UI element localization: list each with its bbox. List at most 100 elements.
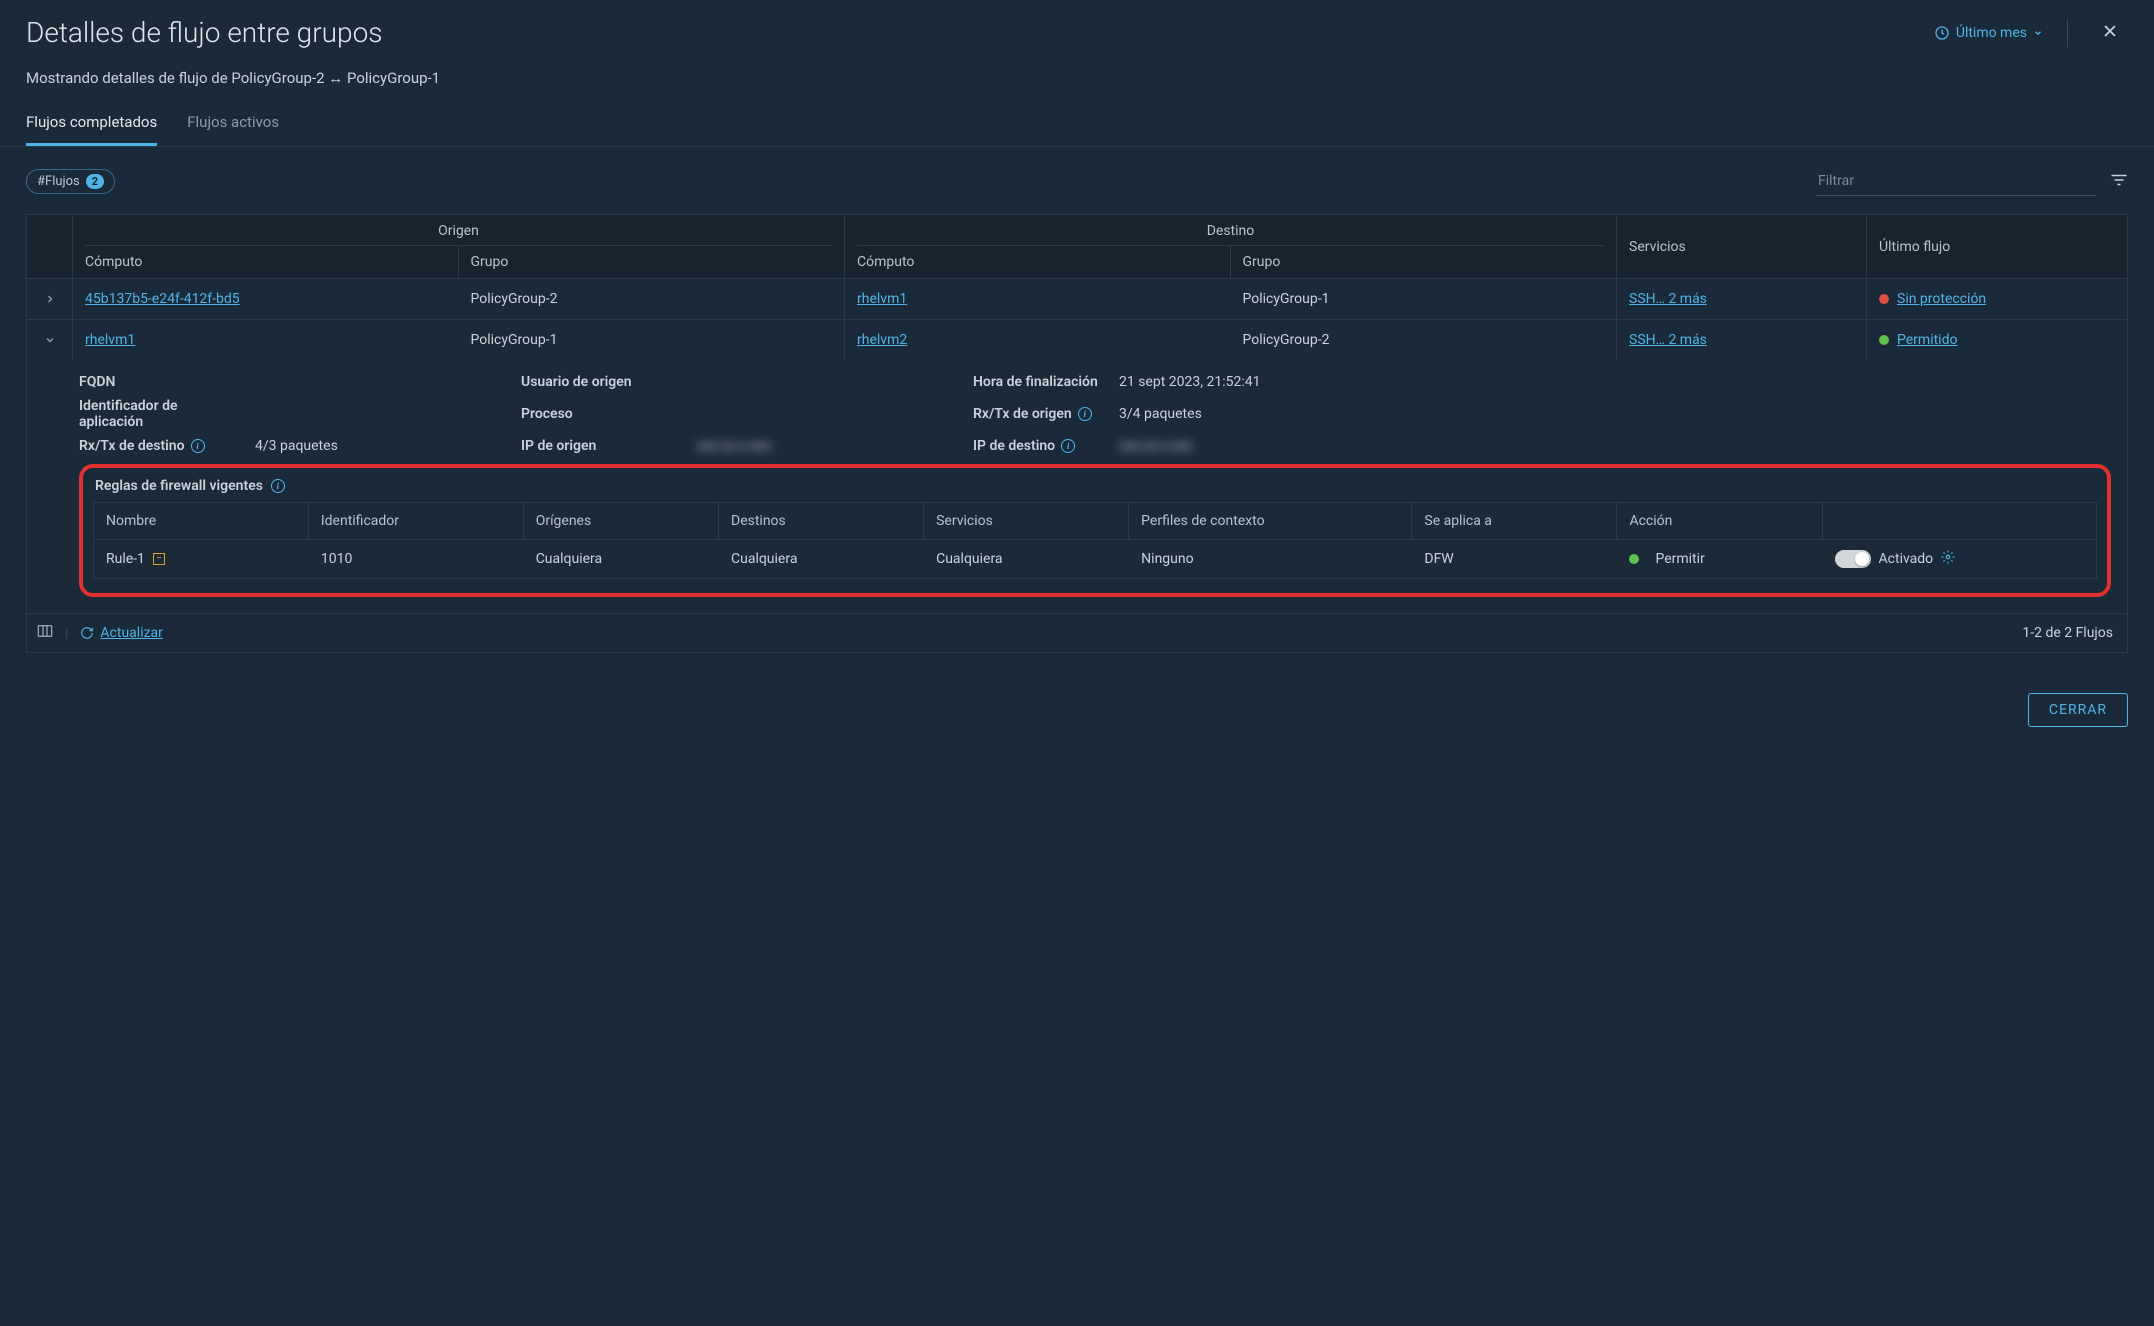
tab-completed[interactable]: Flujos completados — [26, 103, 157, 146]
tabs: Flujos completados Flujos activos — [0, 103, 2154, 147]
bottom-bar: CERRAR — [0, 653, 2154, 751]
origen-computo-link[interactable]: rhelvm1 — [85, 332, 135, 348]
chevron-down-icon — [44, 334, 56, 346]
info-icon[interactable]: i — [1078, 407, 1092, 421]
fw-rule-name: Rule-1 — [106, 551, 145, 567]
firewall-rule-row: Rule-1 − 1010 Cualquiera Cualquiera Cual… — [94, 539, 2096, 578]
filter-bar: #Flujos 2 — [0, 147, 2154, 214]
fw-th-id: Identificador — [309, 503, 524, 539]
value-hora-fin: 21 sept 2023, 21:52:41 — [1119, 374, 2111, 390]
fw-toggle-cell: Activado — [1823, 540, 2096, 578]
fw-origenes: Cualquiera — [524, 540, 719, 578]
close-button-bottom[interactable]: CERRAR — [2028, 693, 2128, 727]
fw-th-perfiles: Perfiles de contexto — [1129, 503, 1412, 539]
td-status: Sin protección — [1867, 279, 2127, 319]
value-ip-origen: xxx.xx.x.xxx — [697, 438, 957, 454]
refresh-link[interactable]: Actualizar — [80, 625, 163, 641]
fw-th-accion: Acción — [1617, 503, 1822, 539]
fw-accion-label: Permitir — [1655, 551, 1704, 567]
status-dot — [1629, 554, 1639, 564]
servicios-link[interactable]: SSH… 2 más — [1629, 332, 1707, 348]
expand-toggle[interactable] — [27, 279, 73, 319]
status-dot — [1879, 294, 1889, 304]
time-range-selector[interactable]: Último mes — [1934, 25, 2043, 41]
firewall-title: Reglas de firewall vigentes i — [93, 476, 2097, 502]
label-usuario-origen: Usuario de origen — [521, 374, 681, 390]
th-destino-grupo: Grupo — [1231, 246, 1617, 278]
table-header: Origen Cómputo Grupo Destino Cómputo Gru… — [27, 215, 2127, 278]
label-fqdn: FQDN — [79, 374, 239, 390]
td-destino: rhelvm1 PolicyGroup-1 — [845, 279, 1617, 319]
origen-grupo: PolicyGroup-2 — [459, 279, 845, 319]
td-servicios: SSH… 2 más — [1617, 320, 1867, 360]
table-footer: | Actualizar 1-2 de 2 Flujos — [27, 613, 2127, 652]
td-origen: 45b137b5-e24f-412f-bd5 PolicyGroup-2 — [73, 279, 845, 319]
expand-toggle[interactable] — [27, 320, 73, 360]
destino-computo-link[interactable]: rhelvm1 — [857, 291, 907, 307]
close-button[interactable] — [2092, 21, 2128, 45]
origen-computo-link[interactable]: 45b137b5-e24f-412f-bd5 — [85, 291, 240, 307]
firewall-table: Nombre Identificador Orígenes Destinos S… — [93, 502, 2097, 579]
destino-grupo: PolicyGroup-2 — [1231, 320, 1617, 360]
filter-input[interactable] — [1816, 167, 2096, 196]
chip-label: #Flujos — [37, 174, 80, 189]
page-title: Detalles de flujo entre grupos — [26, 16, 382, 49]
refresh-label: Actualizar — [100, 625, 163, 641]
td-destino: rhelvm2 PolicyGroup-2 — [845, 320, 1617, 360]
th-origen: Origen — [73, 215, 844, 245]
chevron-right-icon — [44, 293, 56, 305]
header-actions: Último mes — [1934, 19, 2128, 47]
label-ip-destino: IP de destinoi — [973, 438, 1103, 454]
filter-chip[interactable]: #Flujos 2 — [26, 169, 115, 194]
th-origen-group: Origen Cómputo Grupo — [73, 215, 845, 278]
fw-th-destinos: Destinos — [719, 503, 924, 539]
gear-icon[interactable] — [1941, 550, 1955, 568]
footer-count: 1-2 de 2 Flujos — [2022, 625, 2113, 641]
table-row: 45b137b5-e24f-412f-bd5 PolicyGroup-2 rhe… — [27, 278, 2127, 319]
destino-grupo: PolicyGroup-1 — [1231, 279, 1617, 319]
fw-th-toggle — [1823, 503, 2096, 539]
fw-aplica: DFW — [1412, 540, 1617, 578]
rule-icon[interactable]: − — [153, 553, 165, 565]
status-link[interactable]: Permitido — [1897, 332, 1957, 348]
firewall-rules-box: Reglas de firewall vigentes i Nombre Ide… — [79, 464, 2111, 597]
fw-th-origenes: Orígenes — [524, 503, 719, 539]
th-expand — [27, 215, 73, 278]
time-range-label: Último mes — [1956, 25, 2027, 41]
tab-active[interactable]: Flujos activos — [187, 103, 279, 146]
th-destino-computo: Cómputo — [845, 246, 1231, 278]
info-icon[interactable]: i — [271, 479, 285, 493]
label-proceso: Proceso — [521, 406, 681, 422]
fw-servicios: Cualquiera — [924, 540, 1129, 578]
td-origen: rhelvm1 PolicyGroup-1 — [73, 320, 845, 360]
expanded-details: FQDN Usuario de origen Hora de finalizac… — [27, 360, 2127, 613]
info-icon[interactable]: i — [191, 439, 205, 453]
columns-icon[interactable] — [37, 624, 53, 642]
status-link[interactable]: Sin protección — [1897, 291, 1986, 307]
label-rxtx-origen: Rx/Tx de origeni — [973, 406, 1103, 422]
fw-accion: Permitir — [1617, 540, 1822, 578]
fw-nombre: Rule-1 − — [94, 540, 309, 578]
td-servicios: SSH… 2 más — [1617, 279, 1867, 319]
td-status: Permitido — [1867, 320, 2127, 360]
firewall-title-text: Reglas de firewall vigentes — [95, 478, 263, 494]
label-ip-origen: IP de origen — [521, 438, 681, 454]
servicios-link[interactable]: SSH… 2 más — [1629, 291, 1707, 307]
header: Detalles de flujo entre grupos Último me… — [0, 0, 2154, 59]
table-wrap: Origen Cómputo Grupo Destino Cómputo Gru… — [0, 214, 2154, 653]
modal: Detalles de flujo entre grupos Último me… — [0, 0, 2154, 1326]
value-rxtx-destino: 4/3 paquetes — [255, 438, 505, 454]
fw-th-aplica: Se aplica a — [1412, 503, 1617, 539]
destino-computo-link[interactable]: rhelvm2 — [857, 332, 907, 348]
rule-toggle[interactable] — [1835, 550, 1871, 568]
th-destino-group: Destino Cómputo Grupo — [845, 215, 1617, 278]
refresh-icon — [80, 626, 94, 640]
toggle-label: Activado — [1879, 551, 1934, 567]
filter-right — [1816, 167, 2128, 196]
origen-grupo: PolicyGroup-1 — [459, 320, 845, 360]
fw-th-servicios: Servicios — [924, 503, 1129, 539]
filter-icon[interactable] — [2110, 173, 2128, 191]
status-dot — [1879, 335, 1889, 345]
fw-th-nombre: Nombre — [94, 503, 309, 539]
info-icon[interactable]: i — [1061, 439, 1075, 453]
